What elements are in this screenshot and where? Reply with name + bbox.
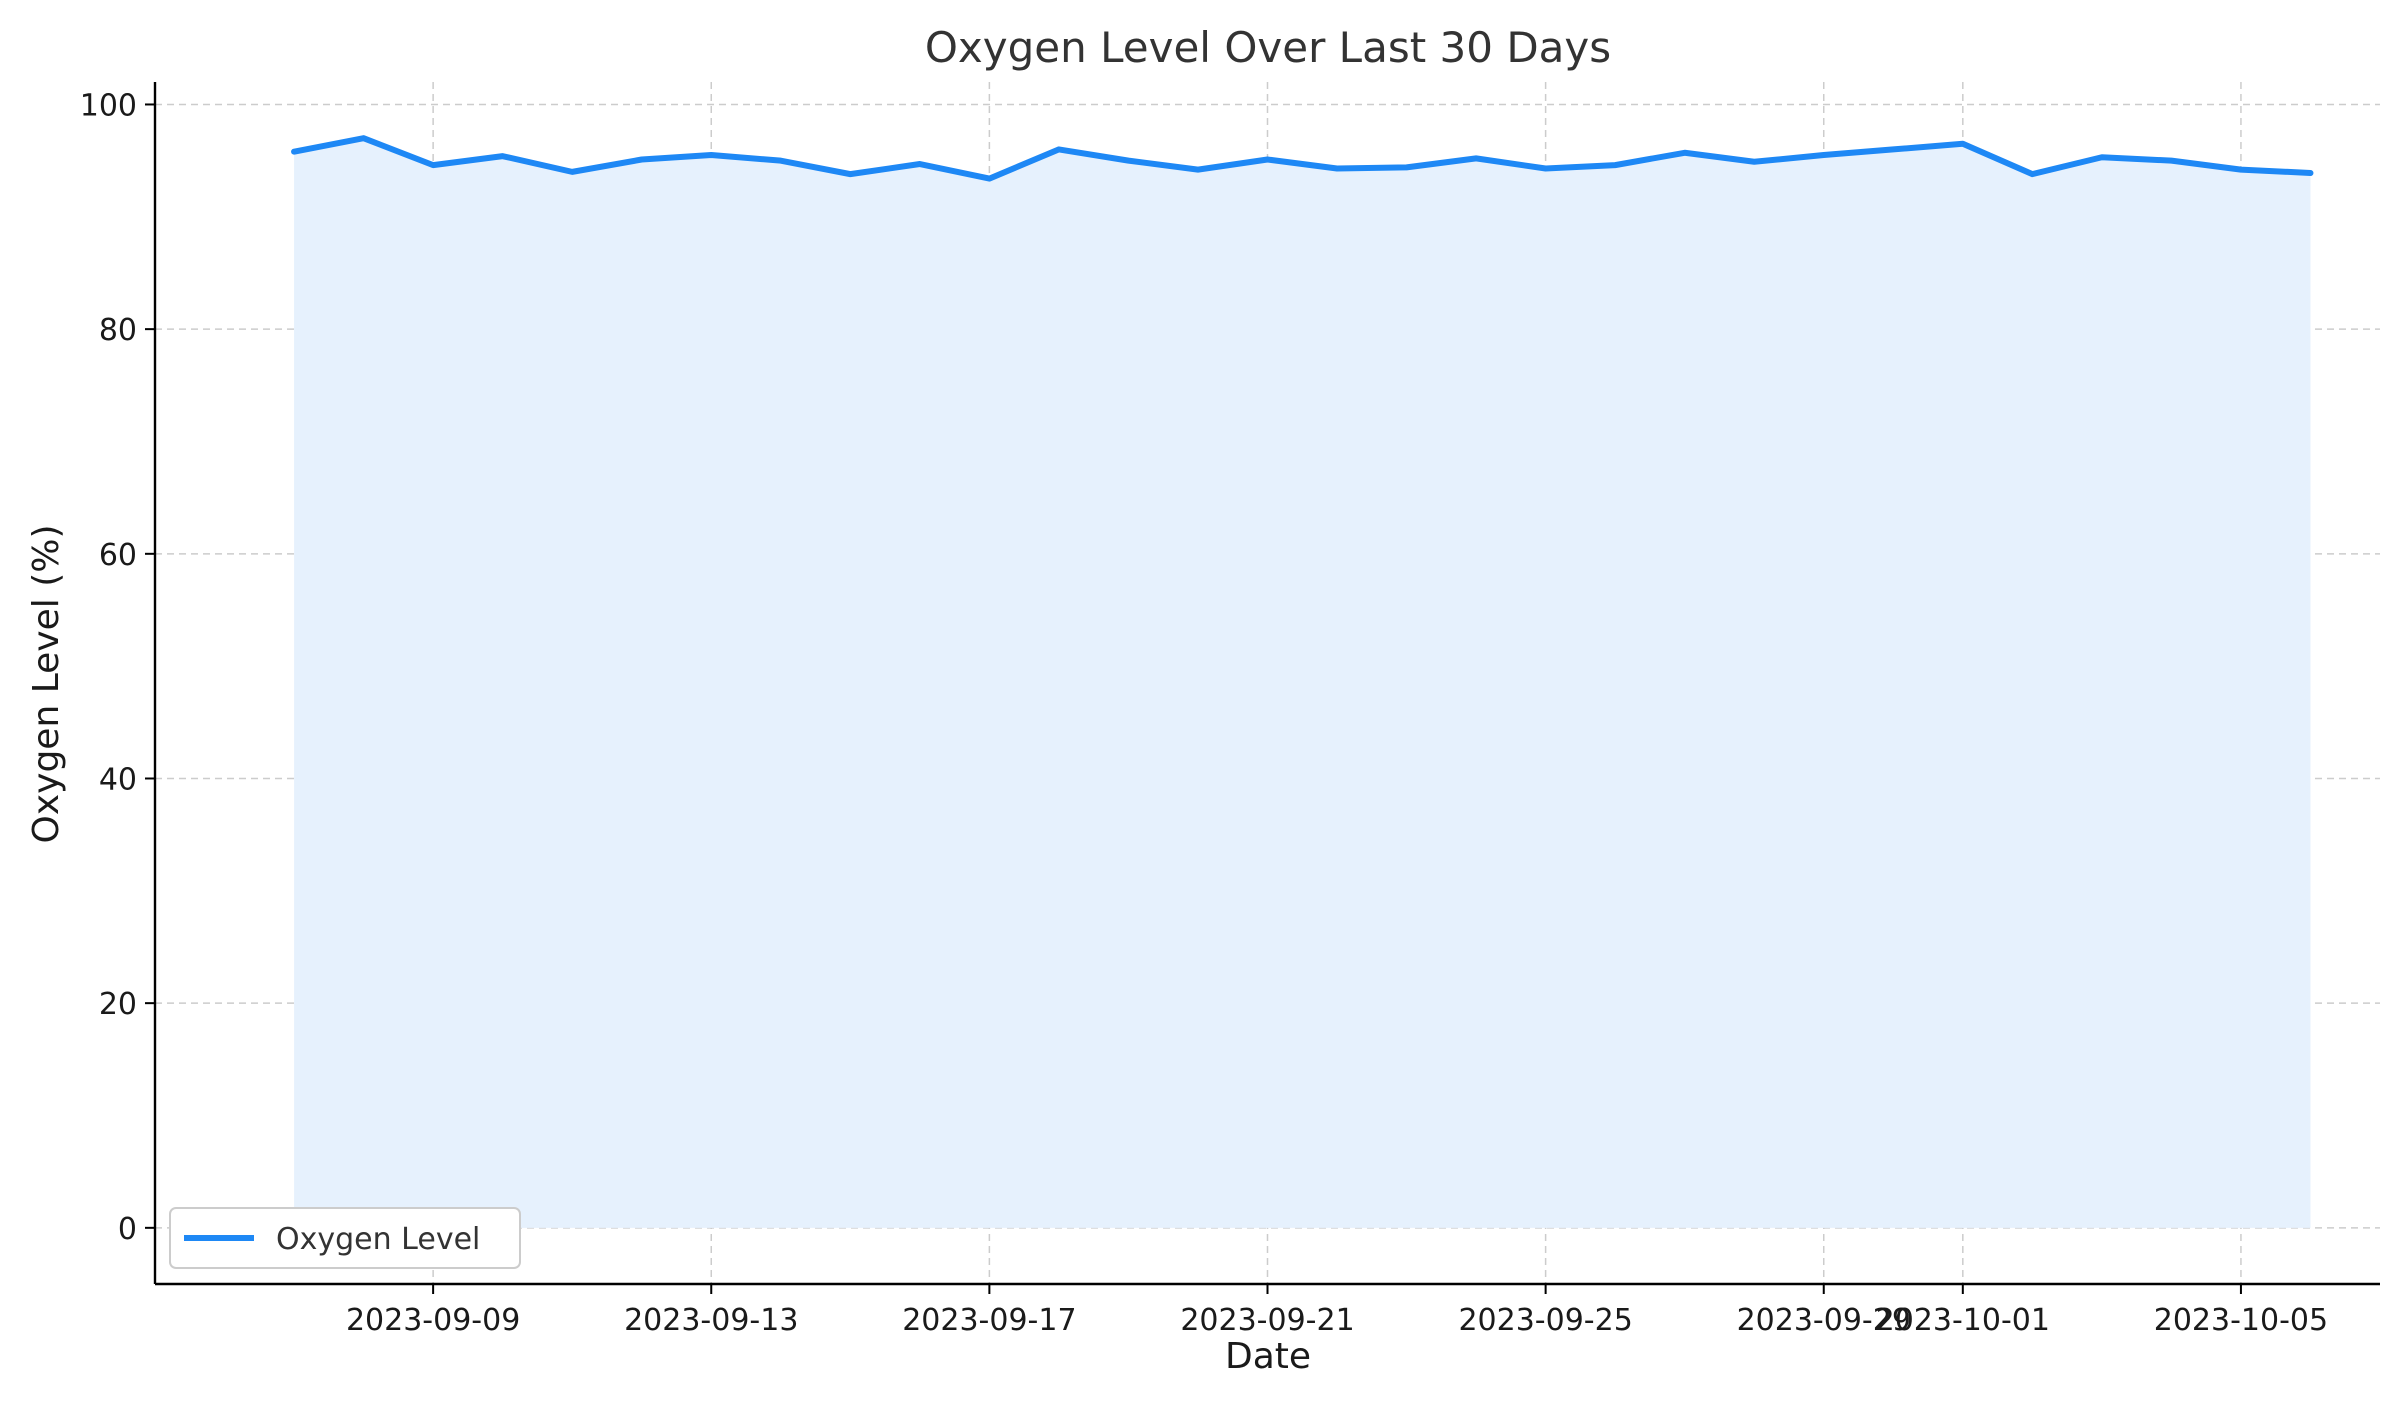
x-tick-label: 2023-09-21 [1180, 1303, 1354, 1338]
x-axis-label: Date [1225, 1336, 1311, 1377]
y-tick-label: 40 [99, 762, 137, 797]
legend-label: Oxygen Level [276, 1222, 480, 1257]
y-axis-label: Oxygen Level (%) [26, 525, 67, 844]
x-tick-label: 2023-09-13 [624, 1303, 798, 1338]
area-layer [294, 138, 2310, 1228]
y-tick-label: 0 [118, 1212, 137, 1247]
x-tick-label: 2023-10-01 [1876, 1303, 2050, 1338]
chart-title: Oxygen Level Over Last 30 Days [925, 23, 1611, 72]
y-tick-label: 60 [99, 538, 137, 573]
x-tick-label: 2023-09-25 [1458, 1303, 1632, 1338]
series-area-fill [294, 138, 2310, 1228]
x-tick-label: 2023-09-17 [902, 1303, 1076, 1338]
y-tick-label: 100 [80, 88, 137, 123]
y-tick-label: 80 [99, 313, 137, 348]
x-tick-label: 2023-09-09 [346, 1303, 520, 1338]
legend: Oxygen Level [170, 1208, 520, 1268]
y-tick-label: 20 [99, 987, 137, 1022]
x-tick-label: 2023-10-05 [2154, 1303, 2328, 1338]
